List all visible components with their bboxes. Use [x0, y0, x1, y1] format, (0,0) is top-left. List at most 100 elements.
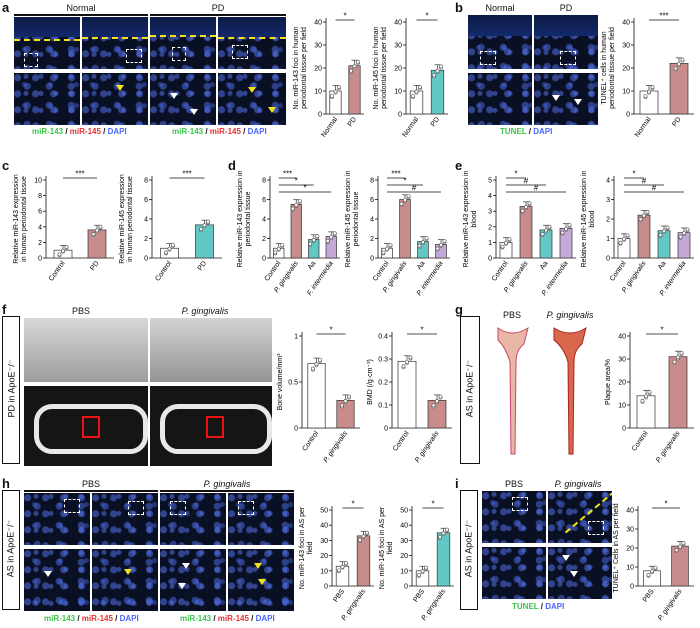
e2-xtick-label-0: Control	[609, 260, 628, 283]
i1-ytick-label: 20	[626, 546, 634, 553]
f1-ytick-label: 1	[294, 334, 298, 341]
h1-ytick-label: 20	[320, 553, 328, 560]
a1-point-0	[333, 89, 338, 94]
panel-label-c: c	[2, 158, 10, 173]
panel-label-e: e	[455, 158, 463, 173]
e1-xtick-label-2: Aa	[539, 260, 550, 271]
c2-xtick-label-1: PD	[197, 260, 208, 272]
e1-ytick-label: 4	[488, 193, 492, 200]
f-pbs-section	[24, 386, 148, 466]
i1-xtick-label-1: P. gingivalis	[657, 588, 684, 622]
a2-sig-label-0: *	[425, 12, 428, 21]
h2-ytick-label: 30	[400, 538, 408, 545]
c1-point-1	[98, 224, 103, 229]
a1-xtick-label-1: PD	[347, 116, 358, 128]
f2-bar-0	[397, 360, 417, 429]
g1-xtick-label-1: P. gingivalis	[655, 430, 682, 464]
i1-point-1	[678, 544, 682, 549]
h1-ytick-label: 0	[324, 584, 328, 591]
e2-point-1	[642, 213, 646, 218]
e2-xtick-label-2: Aa	[657, 260, 668, 271]
c2-ytick-label: 4	[144, 217, 148, 224]
a1-point-0	[337, 85, 341, 90]
h2-ylabel-line: field	[387, 541, 394, 554]
f2-ytick-label: 0.1	[378, 403, 388, 410]
chart-a2-mir145-foci: No. miR-145 foci in human periodontal tis…	[373, 12, 448, 139]
h2-sig-label-0: *	[431, 500, 434, 509]
g1-sig-label-0: *	[660, 326, 663, 335]
d1-point-2	[315, 234, 320, 239]
b1-ytick-label: 10	[622, 89, 630, 96]
chart-i1-tunel-as: TUNEL⁺ Cells in AS per field 0 10 20 30 40 PBS…	[613, 500, 694, 622]
i1-ytick-label: 30	[626, 527, 634, 534]
e2-point-0	[618, 240, 623, 245]
a2-ylabel-line: No. miR-145 foci in human	[373, 26, 380, 109]
h-pg-overview-1	[160, 493, 226, 545]
d2-sig-label-1: *	[403, 177, 406, 186]
b-normal-overview	[468, 15, 532, 69]
e2-ytick-label: 1	[606, 236, 610, 243]
f1-xtick-label-1: P. gingivalis	[322, 430, 349, 464]
d2-point-3	[435, 246, 440, 251]
a-normal-overview-2	[82, 17, 148, 69]
h2-ytick-label: 10	[400, 568, 408, 575]
d2-ytick-label: 2	[370, 236, 374, 243]
chart-h2-mir145-as: No. miR-145 foci in AS per field 0 10 20 30 40…	[379, 500, 454, 622]
f1-sig-label-0: *	[329, 326, 332, 335]
f1-point-0	[311, 366, 315, 371]
f2-point-0	[408, 355, 413, 360]
c2-point-0	[164, 250, 168, 255]
f2-ytick-label: 0.2	[378, 380, 388, 387]
h1-sig-label-0: *	[351, 500, 354, 509]
d2-point-1	[403, 198, 407, 202]
a2-ytick-label: 20	[394, 66, 402, 73]
c1-ylabel-line: in human periodontal tissue	[21, 176, 28, 262]
h1-point-1	[358, 538, 362, 542]
g-side-label: AS in ApoE⁻/⁻	[464, 359, 475, 418]
d2-bar-1	[399, 199, 411, 259]
g1-ylabel-line: Plaque area/%	[605, 359, 612, 405]
f2-bar-1	[427, 400, 447, 429]
f1-xtick-label-0: Control	[301, 430, 320, 453]
a-normal-zoom-2	[82, 73, 148, 125]
i1-point-0	[653, 565, 658, 570]
c2-point-0	[167, 246, 172, 251]
e2-ytick-label: 3	[606, 197, 610, 204]
b1-point-0	[647, 89, 651, 94]
a2-ytick-label: 40	[394, 20, 402, 27]
chart-b1-tunel: TUNEL⁺ cells in human periodontal tissue …	[601, 12, 694, 139]
g1-ytick-label: 40	[618, 334, 626, 341]
a-pd-overview-2	[218, 17, 286, 69]
a2-ytick-label: 10	[394, 89, 402, 96]
f1-point-1	[340, 403, 344, 408]
f1-ytick-label: 0	[294, 426, 298, 433]
i1-sig-label-0: *	[664, 500, 667, 509]
c2-ytick-label: 2	[144, 236, 148, 243]
e1-ytick-label: 2	[488, 224, 492, 231]
d1-point-0	[280, 243, 285, 247]
g1-point-0	[644, 394, 648, 399]
a2-ylabel-line: periodontal tissue per field	[381, 27, 388, 109]
c1-ytick-label: 0	[38, 256, 42, 263]
h-side-label-box: AS in ApoE⁻/⁻	[2, 490, 20, 610]
a1-ylabel-line: periodontal tissue per field	[301, 27, 308, 109]
h2-point-0	[420, 569, 425, 574]
c1-ylabel-line: Relative miR-143 expression	[13, 174, 20, 264]
g1-point-1	[679, 350, 684, 355]
d2-point-0	[381, 250, 386, 255]
b-pd-zoom	[534, 73, 598, 125]
h-pbs-overview-2	[92, 493, 158, 545]
e1-point-3	[564, 226, 568, 231]
i-pbs-title: PBS	[504, 479, 523, 489]
i-pbs-zoom	[482, 547, 546, 599]
a2-point-1	[439, 64, 443, 69]
a2-point-0	[411, 94, 415, 98]
i1-bar-1	[671, 545, 689, 587]
i-caption: TUNEL / DAPI	[512, 602, 565, 611]
chart-c2-mir145-human: Relative miR-145 expression in human peri…	[119, 170, 222, 283]
h-pg-zoom-2	[228, 549, 294, 611]
c1-point-0	[61, 248, 65, 253]
h-pbs-zoom-2	[92, 549, 158, 611]
b-pd-title: PD	[559, 3, 573, 13]
e1-sig-label-0: *	[514, 170, 517, 179]
